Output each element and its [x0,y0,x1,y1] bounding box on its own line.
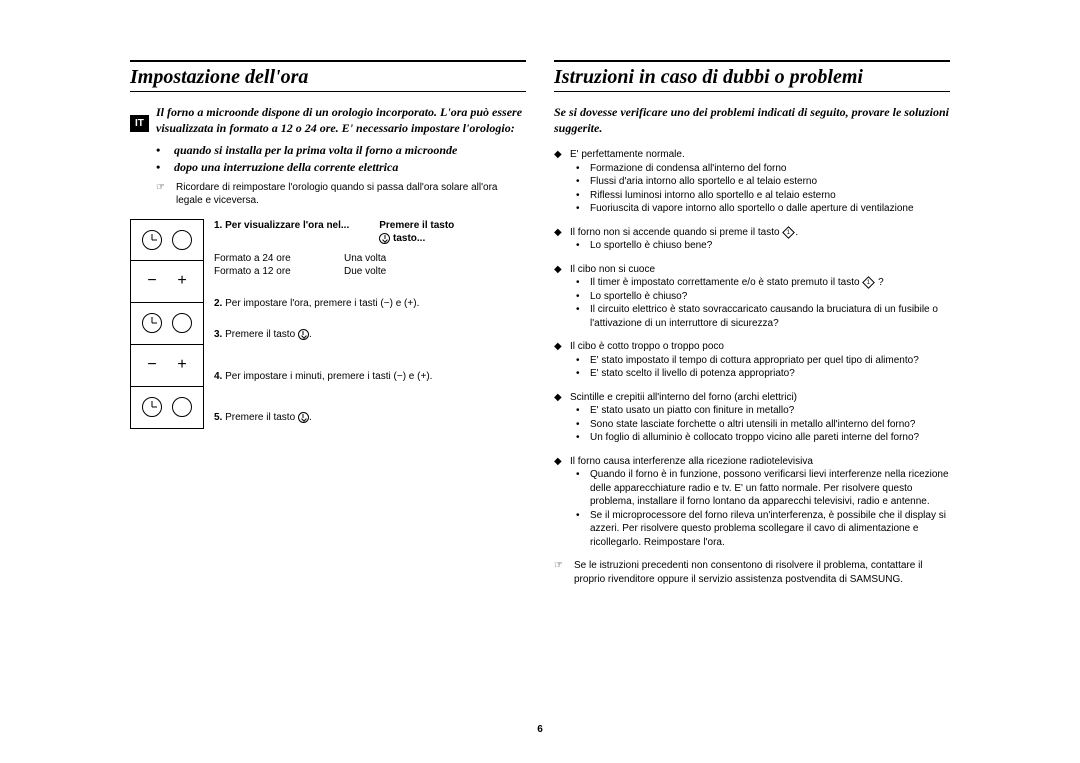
step-3: 3. Premere il tasto . [214,328,479,342]
item: Flussi d'aria intorno allo sportello e a… [590,175,817,189]
rule [554,91,950,92]
group-title: Scintille e crepitii all'interno del for… [570,391,797,405]
group-2: ◆Il forno non si accende quando si preme… [554,226,950,253]
item: Fuoriuscita di vapore intorno allo sport… [590,202,914,216]
item: Formazione di condensa all'interno del f… [590,162,786,176]
start-button-icon [782,226,795,239]
item: Il timer è impostato correttamente e/o è… [590,276,884,290]
right-intro: Se si dovesse verificare uno dei problem… [554,104,950,136]
rule [130,91,526,92]
clock-small-icon [379,233,390,244]
cell: Una volta [344,253,386,264]
bullet-text: quando si installa per la prima volta il… [174,142,457,158]
item: E' stato impostato il tempo di cottura a… [590,354,919,368]
step-text: ) e ( [390,298,408,309]
cell: Due volte [344,266,386,277]
item: Sono state lasciate forchette o altri ut… [590,418,915,432]
left-column: Impostazione dell'ora Il forno a microon… [130,60,526,596]
step-text: . [309,412,312,423]
item: E' stato usato un piatto con finiture in… [590,404,794,418]
col2-head2: tasto... [393,233,425,244]
note-text: Ricordare di reimpostare l'orologio quan… [176,181,526,207]
item: E' stato scelto il livello di potenza ap… [590,367,795,381]
two-column-layout: Impostazione dell'ora Il forno a microon… [130,60,950,596]
icon-box-clock [130,387,204,429]
circle-icon [172,397,192,417]
cell: Formato a 12 ore [214,266,291,277]
step-4: 4. Per impostare i minuti, premere i tas… [214,370,479,384]
rule [130,60,526,62]
step-text: Premere il tasto [225,412,298,423]
final-note-text: Se le istruzioni precedenti non consento… [574,559,950,586]
item: Riflessi luminosi intorno allo sportello… [590,189,836,203]
group-5: ◆Scintille e crepitii all'interno del fo… [554,391,950,445]
step-text: Per impostare i minuti, premere i tasti … [225,371,397,382]
item: Se il microprocessore del forno rileva u… [590,509,950,550]
clock-small-icon [298,412,309,423]
group-title: Il cibo è cotto troppo o troppo poco [570,340,724,354]
group-title: E' perfettamente normale. [570,148,685,162]
clock-icon [142,230,162,250]
left-intro: Il forno a microonde dispone di un orolo… [156,104,526,136]
step-5: 5. Premere il tasto . [214,411,479,425]
step-2: 2. Per impostare l'ora, premere i tasti … [214,297,479,311]
plus-icon: + [177,356,186,374]
language-badge: IT [130,115,149,132]
icon-column: − + − + [130,219,204,443]
col1-head: Per visualizzare l'ora nel... [225,220,349,231]
clock-icon [142,313,162,333]
step-text: ) e ( [403,371,421,382]
right-heading: Istruzioni in caso di dubbi o problemi [554,66,950,89]
item: Il circuito elettrico è stato sovraccari… [590,303,950,330]
item: Lo sportello è chiuso bene? [590,239,712,253]
note-icon: ☞ [156,181,170,207]
circle-icon [172,230,192,250]
icon-box-minus-plus: − + [130,261,204,303]
step-text: Premere il tasto [225,329,298,340]
icon-box-minus-plus: − + [130,345,204,387]
page-number: 6 [537,724,543,735]
icon-box-clock [130,303,204,345]
left-heading: Impostazione dell'ora [130,66,526,89]
page: IT Impostazione dell'ora Il forno a micr… [0,0,1080,763]
clock-small-icon [298,329,309,340]
right-column: Istruzioni in caso di dubbi o problemi S… [554,60,950,596]
item: Un foglio di alluminio è collocato tropp… [590,431,919,445]
final-note: ☞ Se le istruzioni precedenti non consen… [554,559,950,586]
minus-icon: − [147,272,156,290]
step-1: 1. Per visualizzare l'ora nel... Premere… [214,219,479,279]
group-1: ◆E' perfettamente normale. •Formazione d… [554,148,950,216]
minus-icon: − [147,356,156,374]
col2-head: Premere il tasto [379,220,454,231]
step-text: ). [426,371,432,382]
item: Lo sportello è chiuso? [590,290,687,304]
instruction-text: 1. Per visualizzare l'ora nel... Premere… [214,219,479,443]
group-4: ◆Il cibo è cotto troppo o troppo poco •E… [554,340,950,381]
note-icon: ☞ [554,559,568,586]
cell: Formato a 24 ore [214,253,291,264]
rule [554,60,950,62]
circle-icon [172,313,192,333]
item: Quando il forno è in funzione, possono v… [590,468,950,509]
note: ☞ Ricordare di reimpostare l'orologio qu… [156,181,526,207]
group-title: Il cibo non si cuoce [570,263,655,277]
step-text: ). [413,298,419,309]
step-text: Per impostare l'ora, premere i tasti ( [225,298,384,309]
group-3: ◆Il cibo non si cuoce •Il timer è impost… [554,263,950,331]
group-6: ◆Il forno causa interferenze alla ricezi… [554,455,950,550]
icon-box-clock [130,219,204,261]
group-title: Il forno non si accende quando si preme … [570,226,798,240]
plus-icon: + [177,272,186,290]
step-text: . [309,329,312,340]
left-bullets: •quando si installa per la prima volta i… [156,142,526,174]
bullet-text: dopo una interruzione della corrente ele… [174,159,398,175]
clock-icon [142,397,162,417]
group-title: Il forno causa interferenze alla ricezio… [570,455,813,469]
instructions: − + − + [130,219,526,443]
start-button-icon [862,276,875,289]
